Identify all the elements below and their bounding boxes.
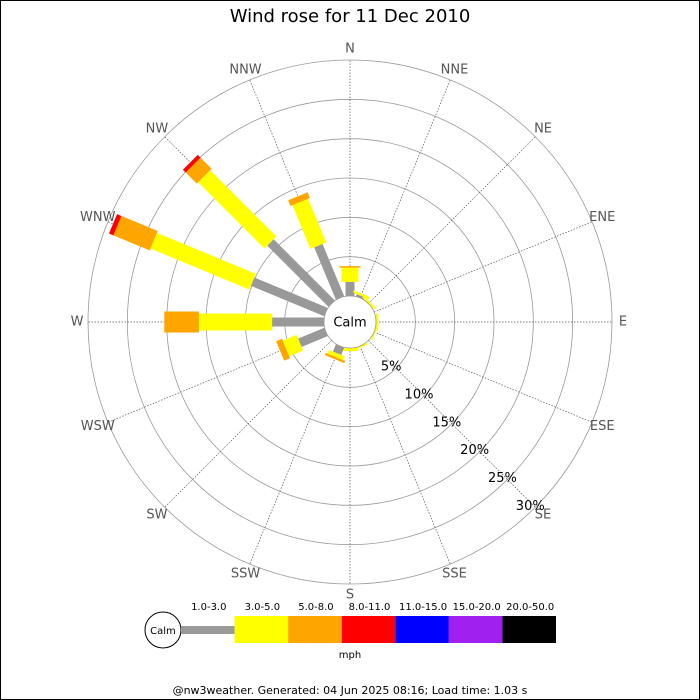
direction-label: S [346,588,354,603]
legend-calm-label: Calm [150,626,176,637]
spoke [368,136,536,304]
legend-swatch [395,616,449,643]
bar-segment [370,324,379,341]
bar-segment [182,154,201,173]
spoke [359,79,451,299]
bar-segment [267,239,335,307]
bar-segment [276,338,291,361]
bar-segment [324,352,346,364]
direction-label: N [345,42,355,57]
bar-segment [164,311,199,333]
legend-swatch [288,616,342,643]
spoke [368,340,536,508]
direction-label: WNW [80,210,116,225]
calm-circle [323,295,377,349]
bar-segment [353,290,370,300]
ring-label: 5% [381,360,402,375]
legend-swatch [341,616,396,643]
bar-segment [341,267,359,282]
bar-segment [314,243,345,300]
bar-segment [341,348,359,352]
footer: @nw3weather. Generated: 04 Jun 2025 08:1… [173,684,528,697]
legend-label: 20.0-50.0 [506,602,554,613]
direction-label: WSW [81,419,115,434]
bar-segment [332,344,345,356]
ring [126,98,574,546]
direction-label: NW [146,121,169,136]
legend-label: 15.0-20.0 [453,602,501,613]
spoke [164,340,332,508]
legend-swatch [234,616,289,643]
bar-segment [150,232,256,290]
chart-title: Wind rose for 11 Dec 2010 [230,6,471,27]
direction-label: SE [535,508,551,523]
legend-label: 5.0-8.0 [298,602,333,613]
direction-label: SW [146,508,167,523]
ring-label: 20% [460,443,489,458]
bar-segment [288,192,311,207]
legend-label: 3.0-5.0 [245,602,280,613]
bar-segment [339,266,361,268]
legend-label: 1.0-3.0 [191,602,226,613]
bar-segment [362,295,377,310]
bar-segment [355,294,366,300]
direction-label: SSE [442,567,467,582]
direction-label: ESE [590,419,615,434]
bar-segment [327,350,345,361]
legend-swatch [181,626,235,634]
legend-unit: mph [339,650,361,661]
direction-label: NE [534,121,552,136]
legend-label: 8.0-11.0 [349,602,391,613]
calm-label: Calm [333,316,366,331]
ring-label: 30% [516,499,545,514]
spoke [373,221,593,313]
direction-label: W [71,315,84,330]
bar-segment [250,277,328,317]
bar-segment [298,327,328,347]
bar-segment [198,313,273,331]
bar-segment [113,215,158,251]
direction-label: E [619,315,627,330]
ring-label: 10% [405,388,434,403]
legend-swatch [448,616,503,643]
spoke [249,345,341,565]
ring-label: 25% [488,471,517,486]
direction-label: NNW [229,62,261,77]
spoke [373,331,593,423]
bar-segment [272,317,324,327]
ring [87,59,613,585]
bar-segment [185,157,212,184]
direction-label: SSW [231,567,261,582]
bar-segment [109,214,122,236]
bar-segment [282,334,304,357]
bar-segment [198,170,277,249]
legend-swatch [502,616,556,643]
spoke [359,345,451,565]
bar-segment [345,281,355,296]
direction-label: NNE [441,62,469,77]
legend-label: 11.0-15.0 [399,602,447,613]
ring-label: 15% [432,415,461,430]
bar-segment [292,198,327,249]
direction-label: ENE [589,210,615,225]
